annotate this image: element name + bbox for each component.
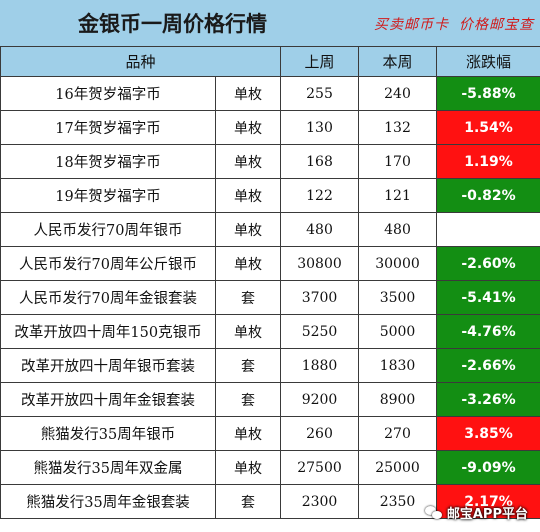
wechat-icon [424,505,443,520]
cell-unit: 单枚 [214,212,282,247]
table-row: 16年贺岁福字币 单枚 255 240 -5.88% [0,76,540,111]
cell-this-week: 5000 [358,314,438,349]
cell-this-week: 2350 [358,484,438,519]
cell-change: -5.41% [436,280,540,315]
cell-last-week: 255 [280,76,360,111]
cell-this-week: 170 [358,144,438,179]
cell-change [436,212,540,247]
cell-this-week: 121 [358,178,438,213]
column-header-change: 涨跌幅 [436,46,540,77]
cell-last-week: 480 [280,212,360,247]
cell-unit: 单枚 [214,178,282,213]
cell-change: -5.88% [436,76,540,111]
cell-last-week: 27500 [280,450,360,485]
cell-this-week: 1830 [358,348,438,383]
cell-name: 18年贺岁福字币 [0,144,216,179]
table-row: 19年贺岁福字币 单枚 122 121 -0.82% [0,178,540,213]
table-row: 17年贺岁福字币 单枚 130 132 1.54% [0,110,540,145]
cell-unit: 单枚 [214,416,282,451]
cell-unit: 单枚 [214,110,282,145]
cell-unit: 单枚 [214,76,282,111]
cell-name: 19年贺岁福字币 [0,178,216,213]
cell-last-week: 2300 [280,484,360,519]
watermark: 邮宝APP平台 [424,503,528,522]
cell-change: -3.26% [436,382,540,417]
cell-change: -4.76% [436,314,540,349]
cell-this-week: 8900 [358,382,438,417]
cell-name: 熊猫发行35周年双金属 [0,450,216,485]
cell-name: 改革开放四十周年150克银币 [0,314,216,349]
cell-unit: 套 [214,280,282,315]
price-table: 品种 上周 本周 涨跌幅 16年贺岁福字币 单枚 255 240 -5.88% 17年贺岁… [0,46,540,519]
cell-last-week: 260 [280,416,360,451]
cell-this-week: 480 [358,212,438,247]
cell-last-week: 30800 [280,246,360,281]
cell-last-week: 122 [280,178,360,213]
cell-change: -0.82% [436,178,540,213]
cell-unit: 单枚 [214,246,282,281]
table-row: 改革开放四十周年150克银币 单枚 5250 5000 -4.76% [0,314,540,349]
slogan: 买卖邮币卡 价格邮宝查 [374,14,534,34]
cell-unit: 套 [214,484,282,519]
cell-last-week: 1880 [280,348,360,383]
cell-this-week: 30000 [358,246,438,281]
cell-change: -2.60% [436,246,540,281]
table-body: 16年贺岁福字币 单枚 255 240 -5.88% 17年贺岁福字币 单枚 130 132 1.… [0,76,540,519]
cell-change: -2.66% [436,348,540,383]
table-row: 人民币发行70周年公斤银币 单枚 30800 30000 -2.60% [0,246,540,281]
table-row: 熊猫发行35周年金银套装套 2300 2350 2.17% [0,484,540,519]
cell-this-week: 132 [358,110,438,145]
cell-change: 1.54% [436,110,540,145]
cell-unit: 单枚 [214,314,282,349]
table-row: 人民币发行70周年金银套装套 3700 3500 -5.41% [0,280,540,315]
table-row: 改革开放四十周年金银套装套 9200 8900 -3.26% [0,382,540,417]
cell-unit: 套 [214,382,282,417]
table-row: 18年贺岁福字币 单枚 168 170 1.19% [0,144,540,179]
cell-name: 16年贺岁福字币 [0,76,216,111]
cell-last-week: 9200 [280,382,360,417]
cell-name: 熊猫发行35周年银币 [0,416,216,451]
cell-unit: 单枚 [214,144,282,179]
cell-last-week: 130 [280,110,360,145]
cell-unit: 单枚 [214,450,282,485]
cell-this-week: 3500 [358,280,438,315]
slogan-left: 买卖邮币卡 [374,17,449,33]
column-header-this-week: 本周 [358,46,438,77]
cell-this-week: 25000 [358,450,438,485]
column-header-name: 品种 [0,46,282,77]
watermark-text: 邮宝APP平台 [446,507,528,522]
table-row: 人民币发行70周年银币 单枚 480 480 [0,212,540,247]
title-bar: 金银币一周价格行情 买卖邮币卡 价格邮宝查 [0,0,540,46]
cell-name: 人民币发行70周年银币 [0,212,216,247]
cell-last-week: 168 [280,144,360,179]
cell-name: 人民币发行70周年金银套装 [0,280,216,315]
cell-change: 1.19% [436,144,540,179]
cell-last-week: 3700 [280,280,360,315]
cell-change: 3.85% [436,416,540,451]
column-header-last-week: 上周 [280,46,360,77]
cell-name: 17年贺岁福字币 [0,110,216,145]
cell-this-week: 240 [358,76,438,111]
cell-this-week: 270 [358,416,438,451]
cell-name: 熊猫发行35周年金银套装 [0,484,216,519]
cell-name: 人民币发行70周年公斤银币 [0,246,216,281]
slogan-right: 价格邮宝查 [459,17,534,33]
table-row: 改革开放四十周年银币套装套 1880 1830 -2.66% [0,348,540,383]
page-title: 金银币一周价格行情 [78,12,267,36]
cell-change: -9.09% [436,450,540,485]
table-header-row: 品种 上周 本周 涨跌幅 [0,46,540,77]
table-row: 熊猫发行35周年银币 单枚 260 270 3.85% [0,416,540,451]
cell-change: 2.17% [436,484,540,519]
cell-unit: 套 [214,348,282,383]
cell-last-week: 5250 [280,314,360,349]
table-row: 熊猫发行35周年双金属 单枚 27500 25000 -9.09% [0,450,540,485]
cell-name: 改革开放四十周年银币套装 [0,348,216,383]
cell-name: 改革开放四十周年金银套装 [0,382,216,417]
